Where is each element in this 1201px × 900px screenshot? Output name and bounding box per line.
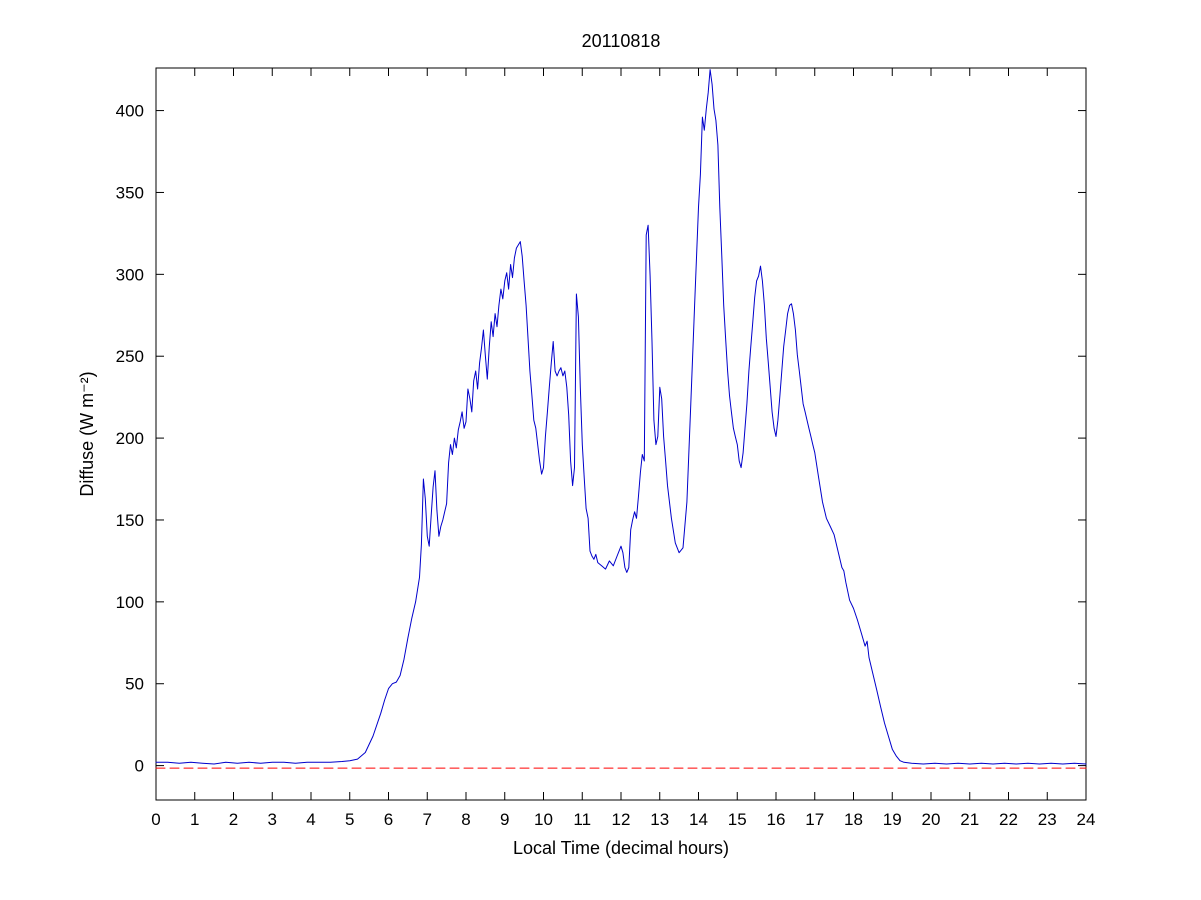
x-tick-label: 20	[922, 810, 941, 829]
x-tick-label: 18	[844, 810, 863, 829]
y-tick-label: 400	[116, 102, 144, 121]
x-tick-label: 16	[767, 810, 786, 829]
plot-box	[155, 67, 1087, 801]
x-tick-label: 14	[689, 810, 708, 829]
y-axis-label: Diffuse (W m⁻²)	[77, 371, 97, 496]
x-tick-label: 2	[229, 810, 238, 829]
x-tick-label: 21	[960, 810, 979, 829]
x-tick-label: 0	[151, 810, 160, 829]
x-tick-label: 24	[1077, 810, 1096, 829]
y-tick-label: 150	[116, 511, 144, 530]
y-tick-label: 350	[116, 183, 144, 202]
x-tick-label: 7	[423, 810, 432, 829]
x-tick-label: 6	[384, 810, 393, 829]
chart-title: 20110818	[582, 31, 661, 51]
x-tick-label: 1	[190, 810, 199, 829]
x-tick-label: 5	[345, 810, 354, 829]
x-tick-label: 4	[306, 810, 315, 829]
y-tick-label: 0	[135, 757, 144, 776]
x-tick-label: 19	[883, 810, 902, 829]
plot-area: 0 1 2 3 4 5 6 7 8 9 10 11 12 13 14 15 16 17 18 19 20 21 22 23 24…	[116, 67, 1096, 829]
x-tick-label: 17	[805, 810, 824, 829]
x-tick-label: 8	[461, 810, 470, 829]
x-tick-label: 9	[500, 810, 509, 829]
x-tick-label: 12	[612, 810, 631, 829]
x-tick-label: 13	[650, 810, 669, 829]
y-tick-label: 200	[116, 429, 144, 448]
x-tick-label: 10	[534, 810, 553, 829]
x-tick-label: 22	[999, 810, 1018, 829]
series-diffuse	[155, 69, 1087, 765]
x-axis-label: Local Time (decimal hours)	[513, 838, 729, 858]
x-tick-label: 3	[268, 810, 277, 829]
y-tick-label: 100	[116, 593, 144, 612]
x-tick-label: 15	[728, 810, 747, 829]
x-tick-label: 23	[1038, 810, 1057, 829]
y-tick-label: 250	[116, 347, 144, 366]
y-tick-label: 300	[116, 265, 144, 284]
y-tick-label: 50	[125, 675, 144, 694]
x-tick-label: 11	[573, 810, 591, 829]
